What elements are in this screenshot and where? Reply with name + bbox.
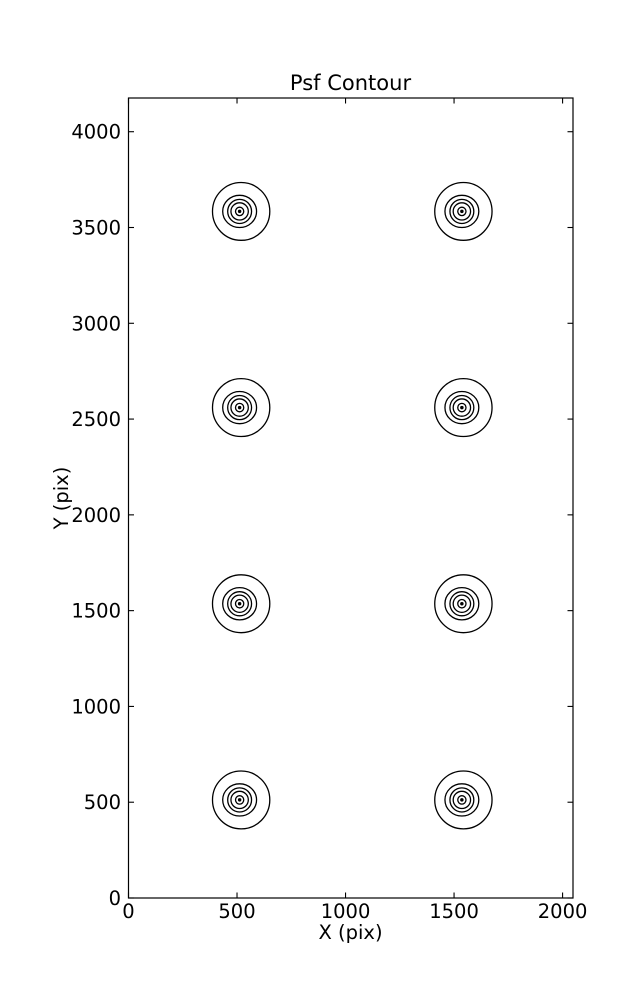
- contour-center-dot: [237, 602, 242, 606]
- x-tick-label: 0: [122, 900, 134, 923]
- x-tick-label: 1000: [321, 900, 371, 923]
- psf-contour-cluster: [211, 574, 271, 634]
- y-tick-label: 500: [84, 791, 121, 814]
- contour-ring: [222, 390, 258, 425]
- chart-title: Psf Contour: [289, 71, 412, 95]
- psf-contour-cluster: [434, 378, 493, 438]
- contour-ring: [452, 594, 472, 614]
- contour-ring: [444, 194, 480, 229]
- tick-labels: 0 500 1000 1500 2000 0 500 1000 1500 2000 2500 3000…: [71, 121, 587, 923]
- contour-ring: [434, 770, 493, 830]
- contour-ring: [230, 398, 249, 417]
- plot-area: [127, 97, 574, 899]
- contour-ring: [449, 394, 475, 421]
- psf-contour-cluster: [211, 770, 271, 830]
- x-axis-label: X (pix): [318, 921, 383, 944]
- contour-ring: [457, 795, 467, 805]
- contour-ring: [449, 198, 475, 225]
- contour-ring: [457, 206, 467, 217]
- contour-ring: [234, 795, 245, 805]
- contour-ring: [222, 587, 258, 621]
- contour-ring: [222, 783, 258, 817]
- contour-ring: [211, 181, 271, 241]
- contour-ring: [452, 790, 472, 810]
- y-tick-label: 0: [109, 887, 121, 910]
- contour-ring: [227, 591, 253, 617]
- psf-contour-cluster: [434, 574, 493, 634]
- contour-center-dot: [237, 798, 242, 802]
- y-tick-label: 2000: [71, 504, 121, 527]
- contour-ring: [211, 378, 271, 438]
- contour-ring: [211, 574, 271, 634]
- contour-ring: [434, 378, 493, 438]
- psf-contour-cluster: [211, 181, 271, 241]
- contour-ring: [234, 206, 245, 217]
- psf-contour-cluster: [211, 378, 271, 438]
- x-tick-label: 500: [218, 900, 255, 923]
- contour-ring: [434, 181, 493, 241]
- x-tick-label: 1500: [429, 900, 479, 923]
- y-tick-label: 1000: [71, 695, 121, 718]
- contour-center-dot: [460, 209, 464, 214]
- contour-center-dot: [237, 209, 242, 214]
- contour-center-dot: [237, 405, 242, 410]
- contour-ring: [444, 587, 480, 621]
- contour-ring: [452, 202, 472, 221]
- contour-ring: [227, 198, 253, 225]
- contour-ring: [227, 787, 253, 813]
- contour-ring: [211, 770, 271, 830]
- y-tick-label: 4000: [71, 121, 121, 144]
- psf-contour-cluster: [434, 181, 493, 241]
- y-axis-label: Y (pix): [50, 466, 73, 530]
- y-tick-label: 2500: [71, 408, 121, 431]
- y-tick-label: 3000: [71, 312, 121, 335]
- y-tick-label: 3500: [71, 217, 121, 240]
- contour-ring: [230, 202, 249, 221]
- contour-center-dot: [460, 602, 464, 606]
- y-tick-label: 1500: [71, 600, 121, 623]
- contour-ring: [227, 394, 253, 421]
- contour-ring: [222, 194, 258, 229]
- contour-ring: [457, 402, 467, 413]
- contour-ring: [234, 402, 245, 413]
- contour-ring: [444, 783, 480, 817]
- contour-ring: [452, 398, 472, 417]
- contour-ring: [234, 598, 245, 609]
- axis-ticks: [127, 98, 573, 899]
- contour-ring: [444, 390, 480, 425]
- contour-ring: [230, 594, 249, 614]
- contour-center-dot: [460, 405, 464, 410]
- contour-ring: [230, 790, 249, 810]
- contour-ring: [457, 598, 467, 609]
- x-tick-label: 2000: [538, 900, 588, 923]
- psf-contour-cluster: [434, 770, 493, 830]
- contour-ring: [434, 574, 493, 634]
- contour-ring: [449, 787, 475, 813]
- contour-ring: [449, 591, 475, 617]
- contour-center-dot: [460, 798, 464, 802]
